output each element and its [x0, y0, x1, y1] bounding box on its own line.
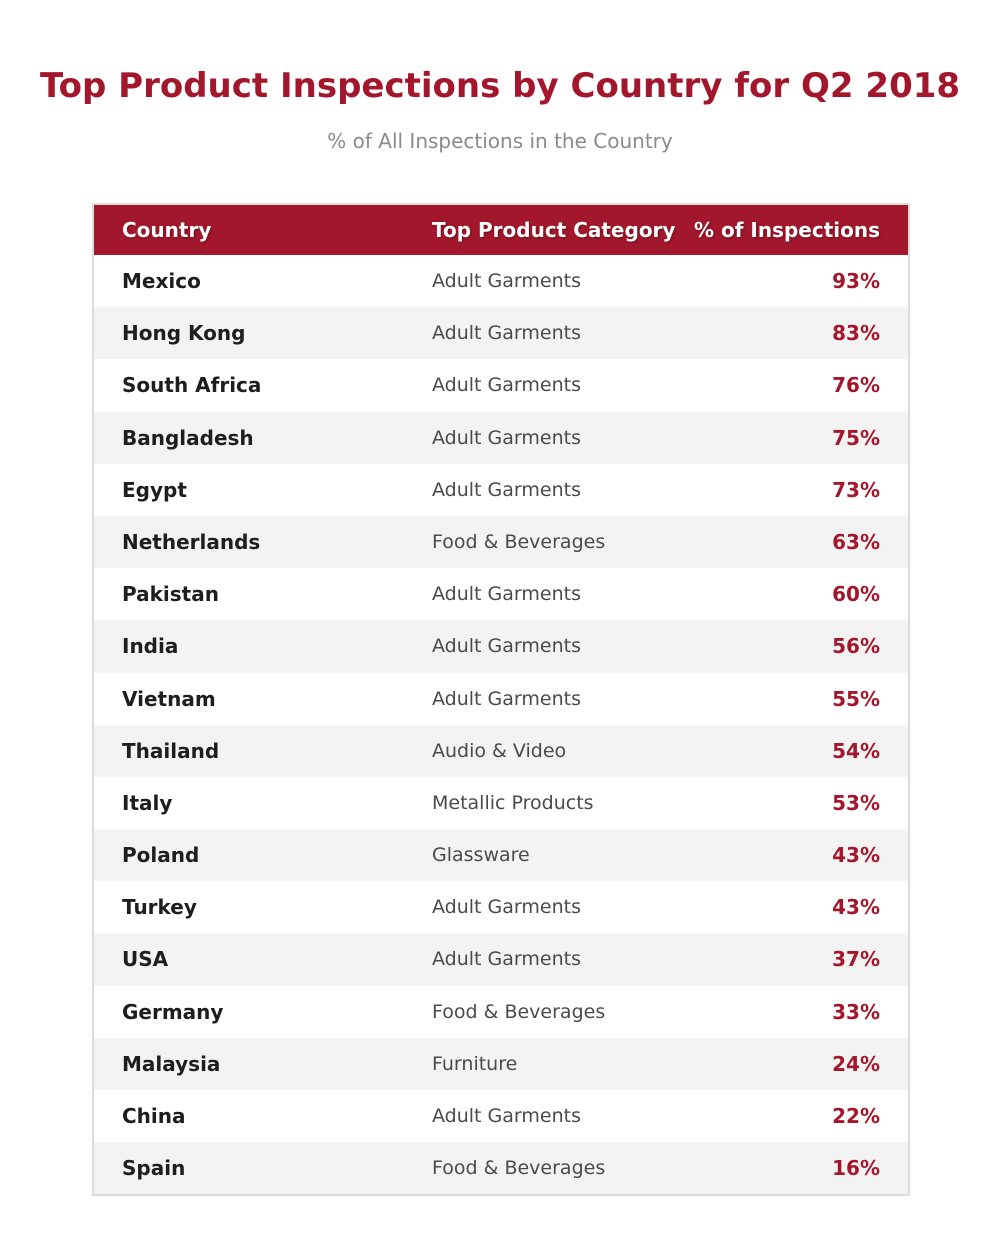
country-cell: Malaysia [122, 1051, 221, 1076]
country-cell: Spain [122, 1156, 186, 1181]
table-row: Poland Glassware 43% [94, 829, 908, 882]
percent-cell: 54% [832, 738, 880, 763]
table-body: Mexico Adult Garments 93% Hong Kong Adult Ga… [94, 255, 908, 1195]
percent-cell: 43% [832, 843, 880, 868]
country-cell: Netherlands [122, 529, 261, 554]
country-cell: Italy [122, 790, 173, 815]
country-cell: Turkey [122, 895, 197, 920]
category-cell: Food & Beverages [432, 1157, 606, 1180]
percent-cell: 60% [832, 582, 880, 607]
category-cell: Adult Garments [432, 583, 581, 606]
percent-cell: 55% [832, 686, 880, 711]
inspections-table: Country Top Product Category % of Inspec… [92, 203, 910, 1197]
country-cell: Vietnam [122, 686, 216, 711]
category-cell: Adult Garments [432, 896, 581, 919]
category-cell: Food & Beverages [432, 1000, 606, 1023]
percent-cell: 43% [832, 895, 880, 920]
country-cell: Thailand [122, 738, 220, 763]
category-cell: Adult Garments [432, 374, 581, 397]
category-cell: Glassware [432, 844, 530, 867]
page-subtitle: % of All Inspections in the Country [327, 129, 673, 153]
table-row: South Africa Adult Garments 76% [94, 359, 908, 412]
table-row: Egypt Adult Garments 73% [94, 463, 908, 516]
percent-cell: 33% [832, 999, 880, 1024]
country-cell: Pakistan [122, 582, 219, 607]
percent-cell: 53% [832, 790, 880, 815]
table-row: Italy Metallic Products 53% [94, 776, 908, 830]
percent-cell: 93% [832, 269, 880, 293]
category-cell: Furniture [432, 1052, 518, 1075]
category-cell: Adult Garments [432, 426, 581, 449]
percent-cell: 76% [832, 373, 880, 398]
category-cell: Audio & Video [432, 739, 567, 762]
percent-cell: 37% [832, 947, 880, 972]
percent-cell: 63% [832, 529, 880, 554]
table-row: USA Adult Garments 37% [94, 933, 908, 986]
table-row: Malaysia Furniture 24% [94, 1037, 908, 1090]
percent-cell: 73% [832, 477, 880, 502]
category-cell: Adult Garments [432, 1105, 581, 1127]
column-header-percent: % of Inspections [693, 218, 880, 242]
category-cell: Adult Garments [432, 948, 581, 971]
table-row: Germany Food & Beverages 33% [94, 985, 908, 1038]
table-row: Vietnam Adult Garments 55% [94, 672, 908, 725]
category-cell: Food & Beverages [432, 530, 606, 553]
table-row: Netherlands Food & Beverages 63% [94, 515, 908, 569]
table-row: Thailand Audio & Video 54% [94, 724, 908, 777]
country-cell: China [122, 1104, 186, 1128]
table-row: Bangladesh Adult Garments 75% [94, 411, 908, 464]
table-header: Country Top Product Category % of Inspec… [94, 205, 908, 255]
table-row: Spain Food & Beverages 16% [94, 1142, 908, 1195]
column-header-category: Top Product Category [432, 218, 676, 242]
country-cell: Bangladesh [122, 425, 254, 450]
table-row: Hong Kong Adult Garments 83% [94, 307, 908, 360]
category-cell: Adult Garments [432, 322, 581, 345]
country-cell: Germany [122, 999, 224, 1024]
percent-cell: 56% [832, 634, 880, 659]
category-cell: Adult Garments [432, 687, 581, 710]
percent-cell: 83% [832, 321, 880, 346]
country-cell: Egypt [122, 477, 187, 502]
country-cell: South Africa [122, 373, 262, 398]
category-cell: Adult Garments [432, 270, 581, 292]
table-row: Turkey Adult Garments 43% [94, 881, 908, 934]
country-cell: India [122, 634, 179, 659]
country-cell: Poland [122, 843, 200, 868]
table-row: China Adult Garments 22% [94, 1090, 908, 1143]
category-cell: Adult Garments [432, 635, 581, 658]
page-title: Top Product Inspections by Country for Q… [39, 66, 961, 106]
percent-cell: 16% [832, 1156, 880, 1181]
table-row: Mexico Adult Garments 93% [94, 255, 908, 308]
percent-cell: 22% [832, 1104, 880, 1128]
category-cell: Adult Garments [432, 478, 581, 501]
table-row: Pakistan Adult Garments 60% [94, 568, 908, 621]
country-cell: Mexico [122, 269, 201, 293]
table-row: India Adult Garments 56% [94, 620, 908, 673]
percent-cell: 24% [832, 1051, 880, 1076]
percent-cell: 75% [832, 425, 880, 450]
country-cell: USA [122, 947, 169, 972]
category-cell: Metallic Products [432, 791, 594, 814]
country-cell: Hong Kong [122, 321, 246, 346]
column-header-country: Country [122, 218, 212, 242]
